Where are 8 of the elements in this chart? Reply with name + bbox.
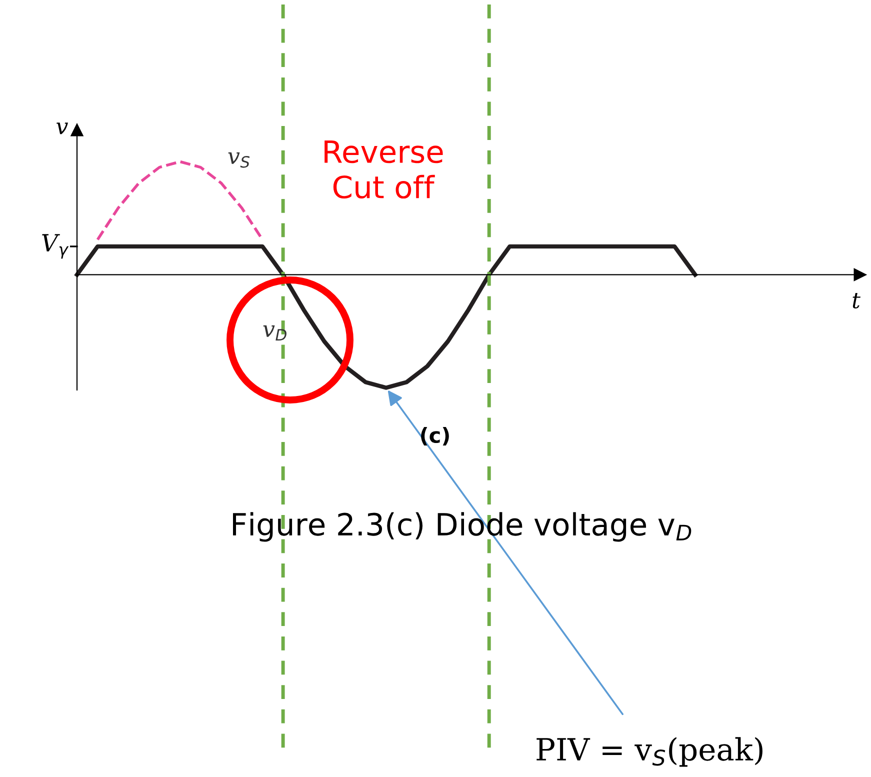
annotation: Reverse Cut off xyxy=(324,140,443,199)
y-axis-title: v xyxy=(56,122,68,134)
x-axis-title: t xyxy=(852,293,860,308)
text: PIV = v$_{S}$(peak) xyxy=(536,737,762,767)
text: V$_{γ}$ xyxy=(42,234,69,259)
series-label: v$_{S}$ xyxy=(228,152,250,168)
text: (c) xyxy=(421,426,449,446)
series-label: v$_{D}$ xyxy=(263,325,286,340)
